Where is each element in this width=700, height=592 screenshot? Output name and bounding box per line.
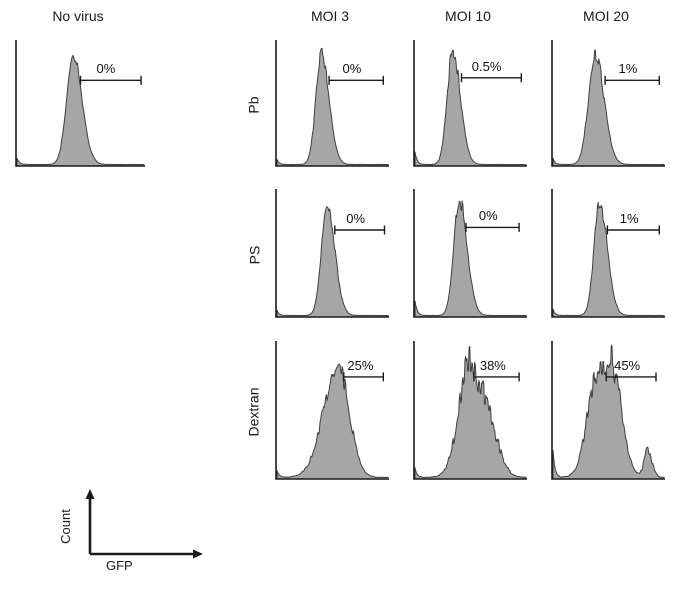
gate-percentage-label: 1%: [618, 61, 638, 77]
histogram-panel-pb-moi20: 1%: [544, 35, 668, 175]
gate-percentage-label: 0.5%: [471, 58, 502, 74]
histogram-panel-pb-moi10: 0.5%: [406, 35, 530, 175]
axis-arrows: [85, 489, 203, 559]
axis-legend: Count GFP: [58, 486, 233, 586]
row-label-dextran-text: Dextran: [246, 387, 262, 437]
row-label-ps: PS: [244, 184, 264, 326]
histogram-panel-pb-moi3: 0%: [268, 35, 392, 175]
histogram-plot: [275, 40, 389, 167]
histogram-panel-ps-moi20: 1%: [544, 184, 668, 326]
histogram-plot: [413, 341, 527, 480]
gate-percentage-label: 0%: [346, 210, 366, 226]
x-axis-arrowhead-icon: [193, 549, 203, 559]
column-header-moi10: MOI 10: [445, 8, 491, 24]
gate-percentage-label: 38%: [479, 357, 506, 373]
histogram-plot: [275, 189, 389, 318]
y-axis-label: Count: [56, 496, 74, 556]
row-label-pb-text: Pb: [246, 96, 262, 114]
row-label-dextran: Dextran: [244, 336, 264, 488]
gate-percentage-label: 1%: [619, 210, 639, 226]
histogram-panel-dextran-moi20: 45%: [544, 336, 668, 488]
gate-percentage-label: 45%: [614, 357, 641, 373]
histogram-panel-dextran-moi3: 25%: [268, 336, 392, 488]
y-axis-label-text: Count: [57, 508, 73, 544]
x-axis-label: GFP: [106, 558, 133, 573]
column-header-moi3: MOI 3: [310, 8, 350, 24]
histogram-plot: [551, 189, 665, 318]
y-axis-arrowhead-icon: [85, 489, 95, 499]
histogram-plot: [413, 40, 527, 167]
histogram-plot: [275, 341, 389, 480]
histogram-plot: [551, 341, 665, 480]
histogram-panel-ps-moi10: 0%: [406, 184, 530, 326]
histogram-panel-ps-moi3: 0%: [268, 184, 392, 326]
histogram-plot: [15, 40, 145, 167]
histogram-panel-no-virus: 0%: [8, 35, 148, 175]
column-header-no-virus: No virus: [52, 8, 104, 24]
gate-percentage-label: 0%: [96, 61, 116, 77]
gate-percentage-label: 0%: [342, 61, 362, 77]
histogram-plot: [551, 40, 665, 167]
gate-percentage-label: 0%: [478, 208, 498, 224]
histogram-plot: [413, 189, 527, 318]
row-label-pb: Pb: [244, 35, 264, 175]
row-label-ps-text: PS: [246, 245, 262, 265]
gate-percentage-label: 25%: [347, 357, 374, 373]
histogram-panel-dextran-moi10: 38%: [406, 336, 530, 488]
column-header-moi20: MOI 20: [583, 8, 629, 24]
